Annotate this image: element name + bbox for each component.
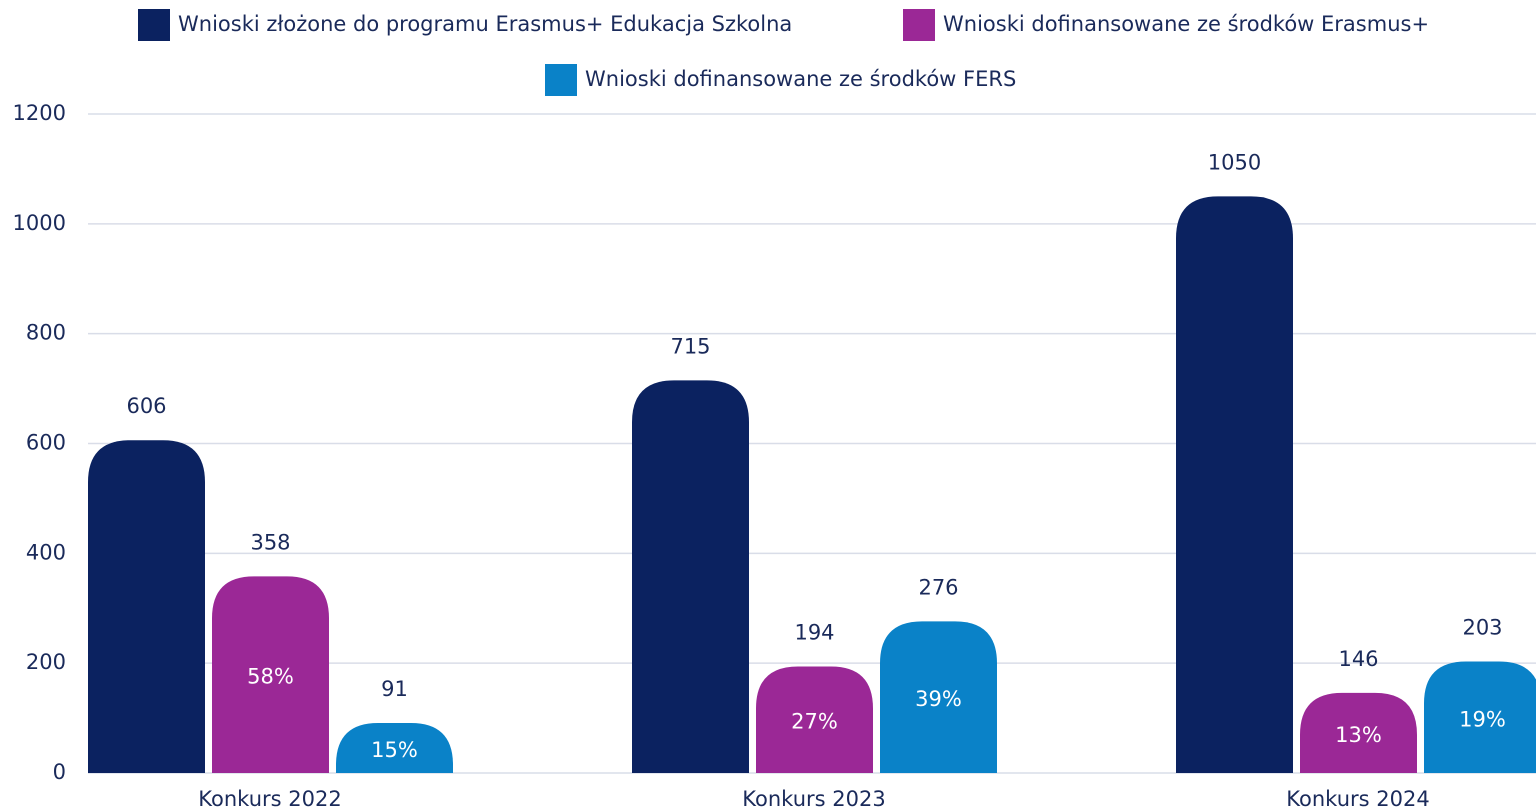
value-label: 203 [1462,616,1502,640]
x-tick-label: Konkurs 2023 [742,787,885,811]
share-label: 27% [791,710,838,734]
y-tick-label: 200 [26,650,66,674]
bar [756,666,873,773]
bar [632,380,749,773]
legend-swatch [903,9,935,41]
bar [1176,196,1293,773]
bar [880,621,997,773]
value-label: 91 [381,677,408,701]
y-tick-label: 800 [26,321,66,345]
value-label: 358 [250,530,290,554]
bar [1424,661,1536,773]
value-label: 1050 [1208,150,1261,174]
x-tick-label: Konkurs 2022 [198,787,341,811]
y-tick-label: 400 [26,540,66,564]
y-tick-label: 0 [53,760,66,784]
value-label: 194 [794,620,834,644]
share-label: 39% [915,687,962,711]
share-label: 15% [371,738,418,762]
share-label: 13% [1335,723,1382,747]
x-tick-label: Konkurs 2024 [1286,787,1429,811]
value-label: 276 [918,575,958,599]
bar [88,440,205,773]
legend-swatch [138,9,170,41]
value-label: 715 [670,334,710,358]
legend-label: Wnioski złożone do programu Erasmus+ Edu… [178,12,792,36]
bar [1300,692,1417,773]
y-tick-label: 1000 [13,211,66,235]
bar [212,576,329,773]
legend-swatch [545,64,577,96]
value-label: 146 [1338,647,1378,671]
y-tick-label: 1200 [13,101,66,125]
value-label: 606 [126,394,166,418]
legend-label: Wnioski dofinansowane ze środków Erasmus… [943,12,1429,36]
bar [336,723,453,773]
legend-label: Wnioski dofinansowane ze środków FERS [585,67,1016,91]
y-tick-label: 600 [26,431,66,455]
share-label: 58% [247,665,294,689]
share-label: 19% [1459,707,1506,731]
